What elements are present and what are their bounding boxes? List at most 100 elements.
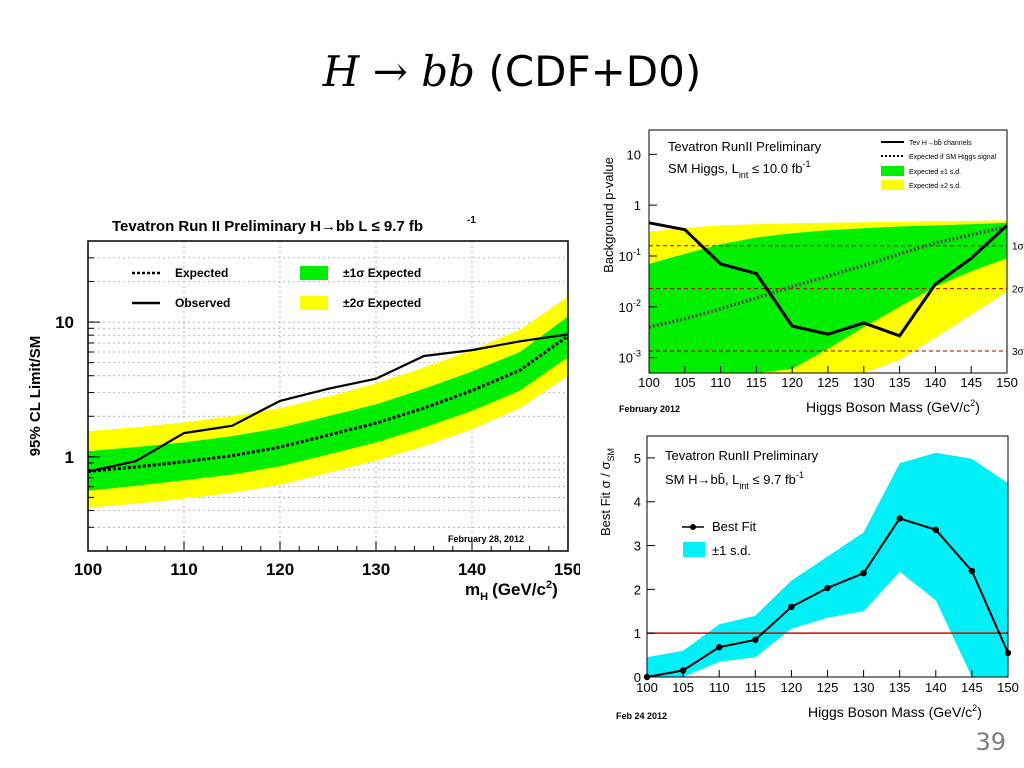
bestfit-band-1sd [647,452,1008,677]
bestfit-subtitle-sub: int [739,481,749,491]
pvalue-ytick-label: 10-3 [619,349,641,366]
pvalue-bands [649,220,1007,373]
bestfit-point [968,567,976,575]
bestfit-point [752,636,759,643]
bestfit-xtick-label: 105 [672,680,694,695]
pvalue-subtitle-end: ≤ 10.0 fb [748,161,802,176]
pvalue-xtick-label: 130 [853,375,875,390]
pvalue-sigma-lines: 1σ 2σ 3σ [649,242,1024,358]
pvalue-title: Tevatron RunII Preliminary [668,139,822,154]
legend-observed-label: Observed [175,296,230,310]
limit-xlabel-unit: (GeV/c [492,580,546,599]
limit-expected-line [87,334,569,473]
bestfit-point [716,644,723,651]
bestfit-xlabel-end: ) [977,704,982,720]
bestfit-xtick-label: 140 [925,680,947,695]
bestfit-xtick-label: 130 [853,680,875,695]
pvalue-subtitle-sub: int [739,170,749,180]
legend-2sigma-label: ±2σ Expected [343,296,421,310]
pvalue-legend-2sd-swatch [881,180,904,190]
limit-title: Tevatron Run II Preliminary H→bb L ≤ 9.7… [112,218,423,235]
page-number: 39 [975,728,1006,756]
title-text: (CDF+D0) [488,47,702,96]
pvalue-xtick-label: 105 [674,375,696,390]
pvalue-ylabel: Background p-value [601,157,616,273]
pvalue-xtick-label: 110 [710,375,731,390]
pvalue-subtitle-sup: -1 [802,159,810,169]
bestfit-xlabel-sup: 2 [972,703,977,713]
bestfit-point [824,584,831,592]
bestfit-ylabel-main: Best Fit σ / σ [598,461,613,536]
pvalue-xtick-label: 145 [960,375,982,390]
limit-observed-line [87,333,569,473]
pvalue-date: February 2012 [619,404,680,414]
bestfit-point [860,569,867,577]
pvalue-sigma-label: 3σ [1012,347,1024,358]
pvalue-expected-line [648,224,1008,329]
pvalue-ticks: 100 105 110 115 120 125 130 135 140 145 150 10 1 10-1… [619,147,1018,390]
pvalue-xtick-label: 115 [746,375,767,390]
pvalue-sigma-label: 1σ [1012,242,1024,253]
pvalue-lines [648,221,1009,338]
bestfit-xtick-label: 100 [636,680,658,695]
bestfit-legend-marker [690,524,696,530]
limit-bands [88,296,568,508]
limit-band-1sigma [88,316,568,491]
bestfit-ylabel: Best Fit σ / σSM [598,448,616,536]
limit-xtick-label: 110 [170,560,197,579]
bestfit-subtitle: SM H→bb̄, Lint ≤ 9.7 fb-1 [665,470,804,491]
pvalue-legend-expected: Expected if SM Higgs signal [909,154,997,161]
legend-expected-label: Expected [175,266,228,280]
limit-xlabel-m: m [465,580,480,599]
pvalue-sigma-label: 2σ [1012,285,1024,296]
bestfit-subtitle-end: ≤ 9.7 fb [749,472,796,487]
limit-title-sup: -1 [467,215,476,226]
pvalue-ytick-label: 10 [627,147,641,162]
limit-xtick-label: 100 [74,560,102,579]
limit-xlabel-unit-sup: 2 [546,579,552,591]
bestfit-xtick-label: 110 [709,680,730,695]
pvalue-xlabel-main: Higgs Boson Mass (GeV/c [806,399,970,415]
pvalue-ytick-label: 10-2 [619,298,641,315]
bestfit-point [788,603,795,611]
bestfit-legend-label: Best Fit [712,519,756,534]
limit-xtick-label: 120 [266,560,294,579]
bestfit-subtitle-main: SM H→bb̄, L [665,472,739,487]
pvalue-legend-observed: Tev H→bb̄ channels [909,139,972,147]
bestfit-xtick-label: 125 [817,680,839,695]
limit-xtick-label: 130 [362,560,390,579]
pvalue-ytick-label: 1 [634,198,641,213]
bestfit-legend-band: ±1 s.d. [712,543,751,558]
slide-title: H → bb (CDF+D0) [0,44,1024,100]
bestfit-point [896,515,903,522]
legend-1sigma-swatch [300,266,328,280]
bestfit-ytick-label: 2 [634,582,641,597]
bestfit-point [932,526,939,533]
pvalue-xlabel: Higgs Boson Mass (GeV/c2) [806,398,980,415]
legend-1sigma-label: ±1σ Expected [343,266,421,280]
bestfit-xtick-label: 120 [781,680,803,695]
bestfit-legend-band-swatch [683,542,705,557]
pvalue-xtick-label: 125 [817,375,839,390]
limit-lines [87,333,569,473]
pvalue-legend-1sd: Expected ±1 s.d. [909,169,961,176]
bestfit-ytick-label: 3 [634,539,641,554]
bestfit-ytick-label: 0 [634,670,641,685]
bestfit-ytick-label: 1 [634,626,641,641]
title-math: H → bb [322,47,476,96]
pvalue-legend-2sd: Expected ±2 s.d. [909,183,961,190]
pvalue-subtitle: SM Higgs, Lint ≤ 10.0 fb-1 [668,159,810,180]
bestfit-xtick-label: 115 [745,680,766,695]
limit-xlabel-end: ) [552,580,558,599]
limit-xtick-label: 140 [458,560,486,579]
pvalue-xtick-label: 135 [889,375,911,390]
pvalue-xlabel-sup: 2 [970,398,975,408]
limit-ytick-label: 10 [55,313,74,332]
limit-chart: Tevatron Run II Preliminary H→bb L ≤ 9.7… [27,215,580,603]
bestfit-ytick-label: 4 [634,495,641,510]
pvalue-xtick-label: 150 [996,375,1018,390]
pvalue-xtick-label: 100 [638,375,660,390]
limit-plot-border [87,240,569,552]
